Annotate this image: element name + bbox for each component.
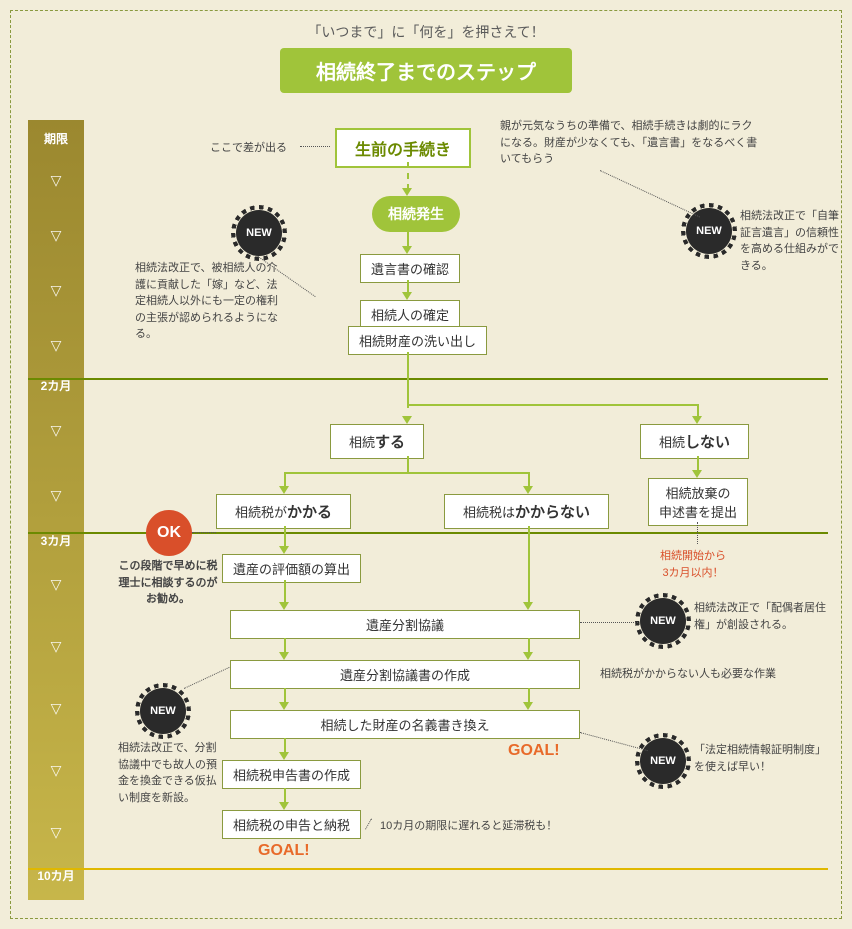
arrow-icon (279, 546, 289, 554)
arrow-icon (523, 602, 533, 610)
step-box: 遺産の評価額の算出 (222, 554, 361, 583)
flow-line (407, 404, 697, 406)
new-badge: NEW (140, 688, 186, 734)
timeline-column: 期限 ▽▽▽▽ 2カ月 ▽▽ 3カ月 ▽▽▽▽▽ 10カ月 (28, 120, 84, 900)
connector-dots (192, 532, 216, 533)
timeline-dots: ▽▽ (28, 398, 84, 528)
arrow-icon (523, 652, 533, 660)
branch-tax-yes: 相続税がかかる相続税がかかる (216, 494, 351, 529)
flow-line (284, 580, 286, 604)
ok-note: この段階で早めに税理士に相談するのがお勧め。 (118, 558, 218, 608)
step-box: 遺産分割協議 (230, 610, 580, 639)
step-box: 相続財産の洗い出し (348, 326, 487, 355)
subtitle: 「いつまで」に「何を」を押さえて！ (0, 22, 852, 42)
arrow-icon (523, 702, 533, 710)
new-note-4: 相続法改正で「配偶者居住権」が創設される。 (694, 600, 834, 633)
new-badge: NEW (640, 738, 686, 784)
step-box: 遺言書の確認 (360, 254, 460, 283)
note-c3: 相続税がかからない人も必要な作業 (600, 666, 776, 683)
new-note-3: 相続法改正で、分割協議中でも故人の預金を換金できる仮払い制度を新設。 (118, 740, 218, 806)
deadline-rule-10m (28, 868, 828, 870)
flow-line (407, 352, 409, 408)
arrow-icon (279, 752, 289, 760)
branch-tax-no: 相続税はかからない相続税はかからない (444, 494, 609, 529)
start-bubble: 相続発生 (372, 196, 460, 232)
note-c6: 10カ月の期限に遅れると延滞税も！ (380, 818, 557, 835)
step-box: 相続税申告書の作成 (222, 760, 361, 789)
do-no-box: 相続放棄の 申述書を提出 (648, 478, 748, 526)
pre-procedure-note: 親が元気なうちの準備で、相続手続きは劇的にラクになる。財産が少なくても、「遺言書… (500, 118, 760, 168)
new-note-1: 相続法改正で、被相続人の介護に貢献した「嫁」など、法定相続人以外にも一定の権利の… (135, 260, 285, 343)
arrow-icon (402, 292, 412, 300)
title-bar: 相続終了までのステップ (280, 48, 572, 93)
goal-label-right: GOAL! (508, 742, 560, 760)
arrow-icon (523, 486, 533, 494)
branch-do-yes: 相続相続するする (330, 424, 424, 459)
flow-line (407, 162, 409, 190)
timeline-mark-3m: 3カ月 (28, 532, 84, 549)
arrow-icon (402, 416, 412, 424)
new-note-5: 「法定相続情報証明制度」を使えば早い！ (694, 742, 834, 775)
goal-label-bottom: GOAL! (258, 842, 310, 860)
flow-line (284, 526, 286, 548)
pre-procedure-box: 生前の手続き (335, 128, 471, 168)
arrow-icon (279, 652, 289, 660)
flow-line (284, 472, 528, 474)
timeline-dots: ▽▽▽▽ (28, 153, 84, 373)
branch-do-no: 相続しない相続しない (640, 424, 749, 459)
step-box: 相続した財産の名義書き換え (230, 710, 580, 739)
new-badge: NEW (640, 598, 686, 644)
arrow-icon (279, 486, 289, 494)
arrow-icon (692, 470, 702, 478)
connector-dots (300, 146, 330, 147)
deadline-rule-2m (28, 378, 828, 380)
diff-note: ここで差が出る (210, 140, 287, 157)
connector-dots (697, 522, 698, 544)
new-note-2: 相続法改正で「自筆証言遺言」の信頼性を高める仕組みができる。 (740, 208, 840, 274)
timeline-label: 期限 (28, 130, 84, 147)
new-badge: NEW (686, 208, 732, 254)
step-box: 相続税の申告と納税 (222, 810, 361, 839)
arrow-icon (692, 416, 702, 424)
connector-dots (580, 622, 638, 623)
arrow-icon (279, 602, 289, 610)
arrow-icon (279, 802, 289, 810)
step-box: 遺産分割協議書の作成 (230, 660, 580, 689)
arrow-icon (402, 188, 412, 196)
arrow-icon (279, 702, 289, 710)
timeline-dots: ▽▽▽▽▽ (28, 553, 84, 863)
step-box: 相続人の確定 (360, 300, 460, 329)
new-badge: NEW (236, 210, 282, 256)
do-no-note: 相続開始から 3カ月以内！ (660, 548, 726, 581)
ok-badge: OK (146, 510, 192, 556)
flow-line (528, 526, 530, 604)
arrow-icon (402, 246, 412, 254)
